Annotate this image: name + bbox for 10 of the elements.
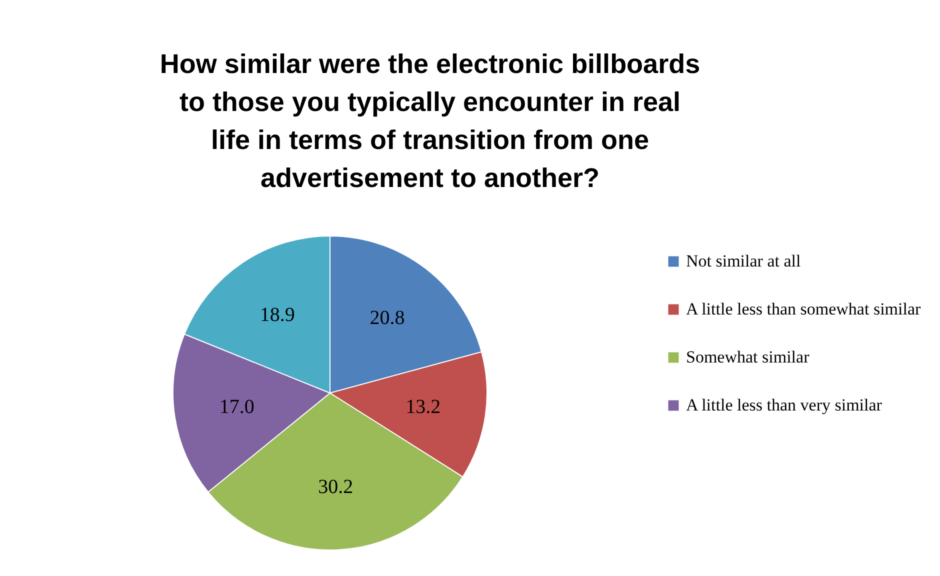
legend-label: Somewhat similar [686, 348, 810, 366]
data-label: 17.0 [219, 396, 254, 418]
data-label: 20.8 [370, 307, 405, 330]
data-label: 18.9 [260, 304, 295, 326]
legend-label: A little less than somewhat similar [686, 300, 921, 318]
legend-label: Not similar at all [686, 252, 801, 270]
legend-label: A little less than very similar [686, 396, 882, 414]
data-label: 30.2 [318, 476, 354, 498]
chart-title: How similar were the electronic billboards to those you typically encounter in real life in terms of transition from one advertisement to another? [160, 49, 700, 193]
data-label: 13.2 [406, 396, 441, 418]
